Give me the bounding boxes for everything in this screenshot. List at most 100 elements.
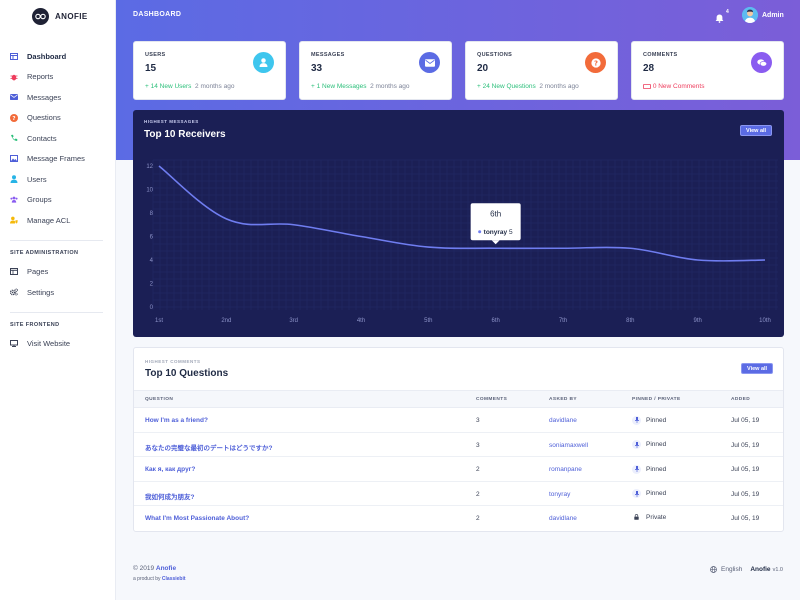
avatar[interactable] xyxy=(742,7,758,23)
x-tick-label: 6th xyxy=(491,318,499,324)
x-tick-label: 4th xyxy=(357,318,365,324)
sidebar-item-label: Questions xyxy=(27,113,61,123)
question-link[interactable]: Как я, как друг? xyxy=(145,466,196,473)
chart-card: 0 2 4 6 8 10 12 1st 2nd 3rd 4th 5th 6th 7th 8th 9th 10th… xyxy=(133,110,784,337)
sidebar: ANOFIE Dashboard Reports Messages ? Ques… xyxy=(0,0,116,600)
asked-by-link[interactable]: soniamaxwell xyxy=(549,441,589,449)
stat-footer: + 14 New Users 2 months ago xyxy=(145,83,234,90)
x-tick-label: 7th xyxy=(559,318,567,324)
stat-footer: + 1 New Messages 2 months ago xyxy=(311,83,409,90)
sidebar-item-label: Pages xyxy=(27,267,49,277)
copyright-text: © 2019 xyxy=(133,565,155,572)
globe-icon[interactable] xyxy=(710,566,717,573)
view-all-button[interactable]: View all xyxy=(741,363,774,374)
asked-by-link[interactable]: tonyray xyxy=(549,490,571,498)
x-tick-label: 1st xyxy=(155,318,163,324)
sidebar-item-settings[interactable]: Settings xyxy=(0,282,115,303)
view-all-button[interactable]: View all xyxy=(740,125,773,136)
sidebar-item-visit-website[interactable]: Visit Website xyxy=(0,334,115,355)
chart-grid xyxy=(152,159,778,310)
y-tick-label: 6 xyxy=(150,235,154,241)
sidebar-item-dashboard[interactable]: Dashboard xyxy=(0,46,115,67)
lock-icon xyxy=(632,513,641,520)
x-tick-label: 8th xyxy=(626,318,634,324)
question-link[interactable]: 我如何成为朋友? xyxy=(145,493,195,501)
sidebar-item-message-frames[interactable]: Message Frames xyxy=(0,149,115,170)
envelope-icon xyxy=(419,52,440,73)
comments-count: 2 xyxy=(476,466,480,473)
bell-icon[interactable] xyxy=(715,10,727,23)
question-link[interactable]: What I'm Most Passionate About? xyxy=(145,515,250,522)
column-header[interactable]: ADDED xyxy=(731,397,751,402)
sidebar-item-label: Users xyxy=(27,174,47,184)
status-label: Pinned xyxy=(646,441,667,449)
pin-icon xyxy=(632,440,641,449)
added-date: Jul 05, 19 xyxy=(731,441,760,449)
stat-time: 2 months ago xyxy=(539,83,579,90)
page-icon xyxy=(10,268,18,276)
user-shield-icon xyxy=(10,216,18,224)
language-selector[interactable]: English xyxy=(721,566,743,573)
footer-app-name: Anofie xyxy=(750,566,771,573)
added-date: Jul 05, 19 xyxy=(731,490,760,498)
table-row: 我如何成为朋友? 2 tonyray Pinned Jul 05, 19 xyxy=(134,482,783,506)
svg-text:?: ? xyxy=(594,59,598,67)
column-header[interactable]: QUESTION xyxy=(145,397,174,402)
stat-card-questions[interactable]: QUESTIONS 20 ? + 24 New Questions 2 mont… xyxy=(465,41,618,100)
pin-icon xyxy=(632,415,641,425)
asked-by-link[interactable]: davidlane xyxy=(549,515,577,522)
comments-count: 3 xyxy=(476,417,480,424)
footer-copyright: © 2019 Anofie xyxy=(133,565,176,572)
status-cell: Pinned xyxy=(632,440,666,449)
brand[interactable]: ANOFIE xyxy=(0,0,115,32)
sidebar-item-label: Message Frames xyxy=(27,154,85,164)
stat-card-comments[interactable]: COMMENTS 28 0 New Comments xyxy=(631,41,784,100)
sidebar-item-pages[interactable]: Pages xyxy=(0,262,115,283)
product-by-text: a product by xyxy=(133,576,161,582)
comments-icon xyxy=(751,52,772,73)
series-line xyxy=(158,165,766,262)
stat-value: 33 xyxy=(311,63,323,74)
column-header[interactable]: PINNED / PRIVATE xyxy=(632,397,681,402)
brand-logo-icon xyxy=(32,7,49,25)
notification-count-badge: 4 xyxy=(726,9,729,15)
sidebar-item-reports[interactable]: Reports xyxy=(0,67,115,88)
comments-count: 2 xyxy=(476,515,480,522)
sidebar-item-label: Contacts xyxy=(27,133,57,143)
line-chart: 0 2 4 6 8 10 12 1st 2nd 3rd 4th 5th 6th 7th 8th 9th 10th… xyxy=(146,159,778,324)
question-link[interactable]: あなたの完璧な最初のデートはどうですか? xyxy=(145,444,273,452)
x-tick-label: 5th xyxy=(424,318,432,324)
sidebar-item-contacts[interactable]: Contacts xyxy=(0,128,115,149)
question-link[interactable]: How I'm as a friend? xyxy=(145,417,208,424)
chart-title: Top 10 Receivers xyxy=(144,129,226,140)
y-tick-label: 10 xyxy=(146,188,153,194)
user-name[interactable]: Admin xyxy=(762,12,784,19)
y-tick-label: 2 xyxy=(150,282,154,288)
stat-value: 15 xyxy=(145,63,157,74)
footer-brand-link[interactable]: Anofie xyxy=(155,565,177,572)
column-header[interactable]: COMMENTS xyxy=(476,397,508,402)
question-icon: ? xyxy=(10,113,18,122)
asked-by-link[interactable]: romanpane xyxy=(549,466,582,473)
y-tick-label: 4 xyxy=(150,258,154,264)
sidebar-item-questions[interactable]: ? Questions xyxy=(0,108,115,129)
phone-icon xyxy=(10,134,18,142)
user-icon xyxy=(10,175,18,184)
company-link[interactable]: Classiebit xyxy=(161,576,186,582)
sidebar-item-users[interactable]: Users xyxy=(0,169,115,190)
table-kicker: HIGHEST COMMENTS xyxy=(145,359,201,364)
envelope-icon xyxy=(10,93,18,101)
comments-count: 3 xyxy=(476,441,480,449)
sidebar-item-messages[interactable]: Messages xyxy=(0,87,115,108)
column-header[interactable]: ASKED BY xyxy=(549,397,577,402)
sidebar-item-manage-acl[interactable]: Manage ACL xyxy=(0,210,115,231)
stat-card-messages[interactable]: MESSAGES 33 + 1 New Messages 2 months ag… xyxy=(299,41,452,100)
stat-card-users[interactable]: USERS 15 + 14 New Users 2 months ago xyxy=(133,41,286,100)
asked-by-link[interactable]: davidlane xyxy=(549,417,577,424)
sidebar-item-label: Groups xyxy=(27,195,52,205)
stat-label: MESSAGES xyxy=(311,52,345,58)
user-icon xyxy=(253,52,274,73)
table-row: Как я, как друг? 2 romanpane Pinned Jul … xyxy=(134,457,783,482)
sidebar-item-groups[interactable]: Groups xyxy=(0,190,115,211)
status-label: Pinned xyxy=(646,465,667,473)
